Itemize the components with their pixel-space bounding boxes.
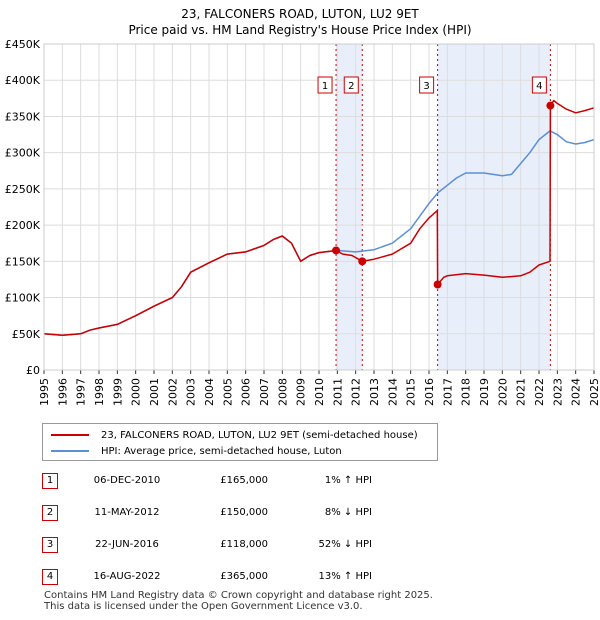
x-tick-label: 2012 bbox=[350, 378, 363, 406]
sale-label-box bbox=[419, 76, 435, 94]
x-tick-label: 2007 bbox=[258, 378, 271, 406]
y-tick-label: £300K bbox=[5, 147, 41, 160]
sale-number-badge: 3 bbox=[42, 537, 58, 553]
y-tick-label: £50K bbox=[12, 328, 41, 341]
property-line-swatch bbox=[51, 434, 89, 436]
legend-item-property: 23, FALCONERS ROAD, LUTON, LU2 9ET (semi… bbox=[51, 427, 418, 443]
y-tick-label: £0 bbox=[26, 364, 40, 377]
footer-line-2: This data is licensed under the Open Gov… bbox=[44, 601, 363, 612]
legend-hpi-label: HPI: Average price, semi-detached house,… bbox=[101, 445, 342, 457]
x-tick-label: 2010 bbox=[313, 378, 326, 406]
table-row: 3 22-JUN-2016 £118,000 52% ↓ HPI bbox=[42, 536, 392, 556]
x-tick-label: 2001 bbox=[148, 378, 161, 406]
x-tick-label: 1996 bbox=[56, 378, 69, 406]
x-tick-label: 2014 bbox=[386, 378, 399, 406]
legend-property-label: 23, FALCONERS ROAD, LUTON, LU2 9ET (semi… bbox=[101, 429, 418, 441]
axes: £0 £50K £100K £150K £200K £250K £300K £350K £400… bbox=[5, 38, 600, 406]
sale-label-text: 1 bbox=[322, 81, 328, 92]
shaded-period bbox=[437, 44, 551, 370]
sale-number-badge: 4 bbox=[42, 569, 58, 585]
hpi-line-swatch bbox=[51, 450, 89, 452]
sale-label-box bbox=[317, 76, 333, 94]
sale-hpi-diff: 1% ↑ HPI bbox=[324, 475, 372, 486]
footer-attribution: Contains HM Land Registry data © Crown c… bbox=[44, 590, 433, 612]
plot-frame bbox=[43, 43, 595, 371]
x-tick-label: 1997 bbox=[75, 378, 88, 406]
x-tick-label: 2024 bbox=[570, 378, 583, 406]
legend-item-hpi: HPI: Average price, semi-detached house,… bbox=[51, 443, 342, 459]
sale-point bbox=[433, 280, 442, 289]
x-tick-label: 2005 bbox=[221, 378, 234, 406]
x-tick-label: 2004 bbox=[203, 378, 216, 406]
x-tick-label: 2000 bbox=[130, 378, 143, 406]
sale-label-box bbox=[343, 76, 359, 94]
x-tick-label: 2013 bbox=[368, 378, 381, 406]
footer-line-1: Contains HM Land Registry data © Crown c… bbox=[44, 590, 433, 601]
sale-point bbox=[546, 101, 555, 110]
x-tick-label: 2016 bbox=[423, 378, 436, 406]
sale-hpi-diff: 52% ↓ HPI bbox=[318, 539, 372, 550]
property-price-line bbox=[43, 99, 595, 336]
sale-markers: 1 2 3 4 bbox=[317, 76, 555, 289]
sale-point bbox=[358, 257, 367, 266]
chart-subtitle: Price paid vs. HM Land Registry's House … bbox=[128, 23, 471, 37]
sale-date: 11-MAY-2012 bbox=[94, 507, 160, 518]
y-tick-label: £150K bbox=[5, 255, 41, 268]
shaded-period bbox=[336, 44, 363, 370]
sale-price: £150,000 bbox=[220, 507, 268, 518]
chart-title: 23, FALCONERS ROAD, LUTON, LU2 9ET bbox=[181, 7, 419, 21]
x-tick-label: 2002 bbox=[166, 378, 179, 406]
y-tick-label: £250K bbox=[5, 183, 41, 196]
y-tick-label: £400K bbox=[5, 74, 41, 87]
table-row: 1 06-DEC-2010 £165,000 1% ↑ HPI bbox=[42, 472, 392, 492]
table-row: 2 11-MAY-2012 £150,000 8% ↓ HPI bbox=[42, 504, 392, 524]
x-tick-label: 2011 bbox=[331, 378, 344, 406]
grid-lines bbox=[43, 43, 595, 371]
y-tick-label: £200K bbox=[5, 219, 41, 232]
x-tick-label: 2025 bbox=[588, 378, 600, 406]
x-tick-label: 2020 bbox=[496, 378, 509, 406]
shaded-periods bbox=[335, 44, 551, 370]
y-tick-label: £100K bbox=[5, 292, 41, 305]
x-tick-label: 2006 bbox=[240, 378, 253, 406]
sale-label-text: 4 bbox=[536, 81, 542, 92]
table-row: 4 16-AUG-2022 £365,000 13% ↑ HPI bbox=[42, 568, 392, 588]
sale-number-badge: 2 bbox=[42, 505, 58, 521]
x-tick-label: 2009 bbox=[295, 378, 308, 406]
x-tick-label: 2018 bbox=[460, 378, 473, 406]
sale-hpi-diff: 8% ↓ HPI bbox=[324, 507, 372, 518]
x-tick-label: 2023 bbox=[551, 378, 564, 406]
sale-label-box bbox=[531, 76, 547, 94]
sale-label-text: 3 bbox=[423, 81, 429, 92]
sale-price: £165,000 bbox=[220, 475, 268, 486]
price-chart: 23, FALCONERS ROAD, LUTON, LU2 9ET Price… bbox=[5, 7, 600, 406]
sale-point bbox=[332, 246, 341, 255]
x-tick-label: 2015 bbox=[405, 378, 418, 406]
x-tick-label: 2017 bbox=[441, 378, 454, 406]
sale-date: 16-AUG-2022 bbox=[93, 571, 161, 582]
y-tick-label: £350K bbox=[5, 110, 41, 123]
x-tick-label: 1995 bbox=[38, 378, 51, 406]
sale-date: 06-DEC-2010 bbox=[93, 475, 161, 486]
y-tick-label: £450K bbox=[5, 38, 41, 51]
x-tick-label: 2008 bbox=[276, 378, 289, 406]
x-tick-label: 1999 bbox=[111, 378, 124, 406]
x-tick-label: 1998 bbox=[93, 378, 106, 406]
x-tick-label: 2022 bbox=[533, 378, 546, 406]
x-tick-label: 2019 bbox=[478, 378, 491, 406]
x-tick-label: 2003 bbox=[185, 378, 198, 406]
x-tick-label: 2021 bbox=[515, 378, 528, 406]
sale-label-text: 2 bbox=[348, 81, 354, 92]
sale-number-badge: 1 bbox=[42, 473, 58, 489]
sale-hpi-diff: 13% ↑ HPI bbox=[318, 571, 372, 582]
sale-price: £118,000 bbox=[220, 539, 268, 550]
sale-price: £365,000 bbox=[220, 571, 268, 582]
legend: 23, FALCONERS ROAD, LUTON, LU2 9ET (semi… bbox=[42, 423, 438, 461]
sale-date: 22-JUN-2016 bbox=[95, 539, 159, 550]
